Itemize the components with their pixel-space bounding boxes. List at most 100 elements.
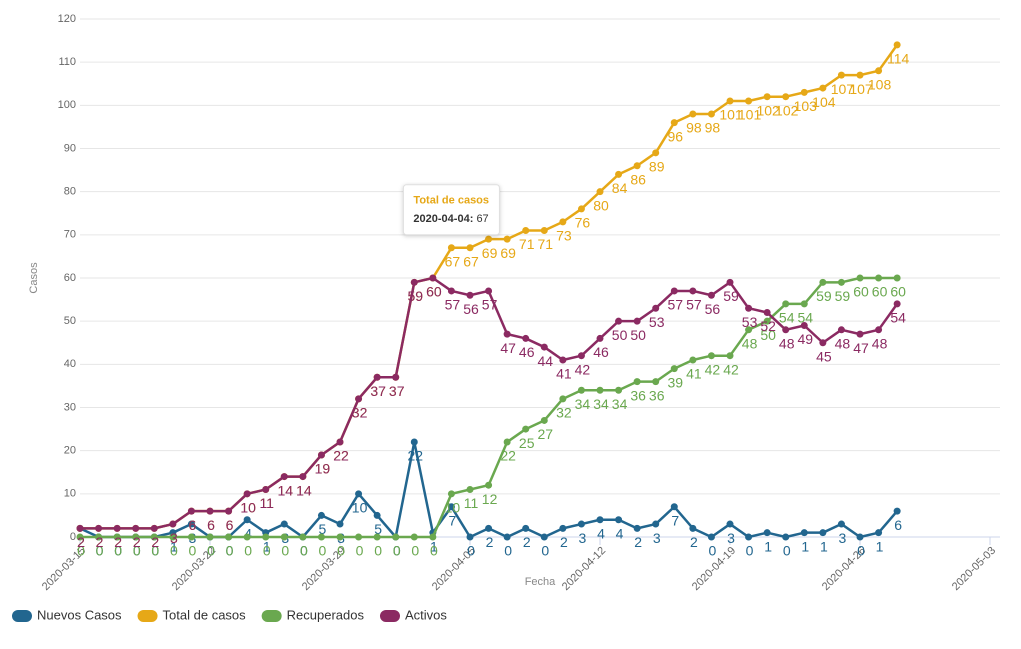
data-point [800, 529, 808, 537]
data-point [577, 352, 585, 360]
data-label: 53 [742, 314, 758, 330]
data-point [280, 473, 288, 481]
data-label: 0 [411, 543, 419, 559]
data-label: 98 [705, 120, 721, 136]
y-tick-label: 80 [64, 186, 76, 198]
data-label: 54 [779, 310, 795, 326]
data-point [633, 524, 641, 532]
data-point [429, 533, 437, 541]
data-label: 0 [374, 543, 382, 559]
data-point [596, 188, 604, 196]
data-label: 0 [783, 543, 791, 559]
data-label: 2 [96, 534, 104, 550]
data-point [522, 524, 530, 532]
tooltip-value: 67 [476, 213, 488, 225]
data-point [670, 503, 678, 511]
data-point [132, 533, 140, 541]
data-point [132, 524, 140, 532]
data-label: 57 [445, 297, 461, 313]
data-label: 34 [612, 396, 628, 412]
data-label: 3 [727, 530, 735, 546]
data-label: 67 [445, 253, 461, 269]
data-label: 101 [719, 107, 743, 123]
data-point [522, 425, 530, 433]
data-point [633, 317, 641, 325]
data-label: 46 [593, 344, 609, 360]
x-tick-label: 2020-05-03 [950, 545, 998, 593]
data-label: 32 [352, 405, 368, 421]
data-label: 34 [575, 396, 591, 412]
data-label: 76 [575, 215, 591, 231]
data-point [447, 490, 455, 498]
data-point [336, 520, 344, 528]
data-label: 2 [114, 534, 122, 550]
data-point [262, 486, 270, 494]
data-label: 7 [671, 512, 679, 528]
x-axis-title: Fecha [525, 576, 556, 588]
legend-swatch [12, 610, 32, 622]
data-label: 0 [133, 543, 141, 559]
data-point [466, 244, 474, 252]
data-label: 2 [486, 534, 494, 550]
data-label: 56 [463, 301, 479, 317]
data-point [262, 533, 270, 541]
data-label: 57 [482, 297, 498, 313]
data-label: 54 [890, 310, 906, 326]
data-label: 10 [352, 500, 368, 516]
data-label: 0 [300, 543, 308, 559]
data-point [522, 334, 530, 342]
data-label: 103 [794, 98, 818, 114]
data-point [577, 205, 585, 213]
data-label: 3 [653, 530, 661, 546]
data-label: 60 [426, 284, 442, 300]
x-tick-label: 2020-04-12 [560, 545, 608, 593]
y-tick-label: 60 [64, 272, 76, 284]
data-point [113, 524, 121, 532]
data-point [782, 326, 790, 334]
data-label: 48 [742, 336, 758, 352]
data-label: 57 [667, 297, 683, 313]
data-point [503, 438, 511, 446]
data-label: 10 [240, 500, 256, 516]
legend-label: Nuevos Casos [37, 607, 122, 622]
data-label: 44 [537, 353, 553, 369]
data-point [596, 334, 604, 342]
data-label: 2 [151, 534, 159, 550]
data-label: 42 [705, 361, 721, 377]
data-label: 73 [556, 228, 572, 244]
data-point [689, 287, 697, 295]
data-point [540, 416, 548, 424]
data-point [800, 321, 808, 329]
data-point [577, 386, 585, 394]
data-point [856, 274, 864, 282]
data-point [615, 516, 623, 524]
data-point [856, 533, 864, 541]
data-point [652, 520, 660, 528]
data-label: 1 [764, 538, 772, 554]
data-point [689, 110, 697, 118]
data-label: 71 [537, 236, 553, 252]
y-tick-label: 120 [58, 13, 76, 25]
data-point [355, 395, 363, 403]
data-label: 14 [296, 482, 312, 498]
data-point [503, 235, 511, 243]
data-label: 5 [319, 521, 327, 537]
data-point [670, 365, 678, 373]
tooltip-text: 2020-04-04: 67 [413, 213, 488, 225]
data-point [726, 278, 734, 286]
data-label: 37 [370, 383, 386, 399]
data-label: 69 [482, 245, 498, 261]
data-label: 2 [77, 534, 85, 550]
data-point [782, 533, 790, 541]
data-point [763, 309, 771, 317]
data-label: 0 [226, 543, 234, 559]
data-label: 107 [849, 81, 873, 97]
data-label: 0 [393, 543, 401, 559]
y-tick-label: 10 [64, 488, 76, 500]
data-label: 60 [872, 284, 888, 300]
data-point [596, 516, 604, 524]
data-point [317, 451, 325, 459]
legend-swatch [261, 610, 282, 622]
data-point [652, 378, 660, 386]
data-point [243, 533, 251, 541]
